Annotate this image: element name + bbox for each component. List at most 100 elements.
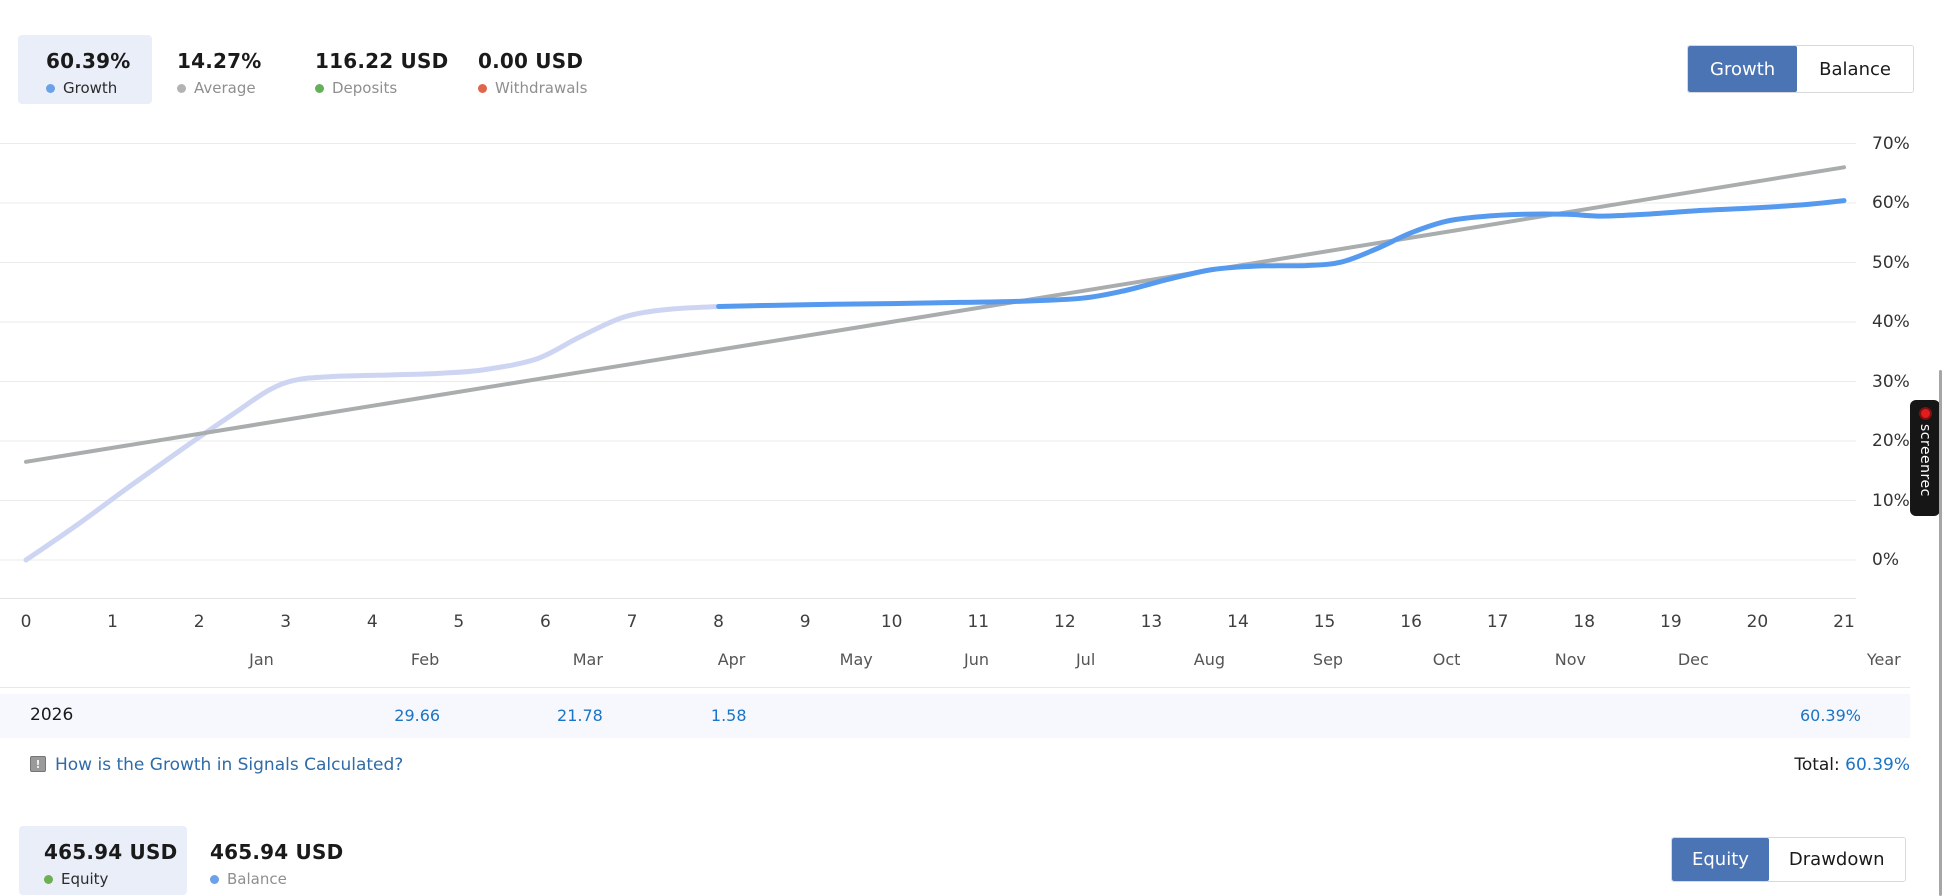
month-label: Feb	[410, 650, 440, 669]
stat-label-row: Withdrawals	[478, 79, 587, 97]
series-growth-previous-line	[23, 304, 722, 563]
stat-balance[interactable]: 465.94 USD Balance	[210, 826, 343, 895]
screenrec-badge[interactable]: screenrec	[1910, 400, 1940, 516]
info-icon: !	[30, 756, 46, 772]
series-growth-line	[716, 198, 1847, 309]
month-label: Aug	[1193, 650, 1226, 669]
x-axis-tick: 18	[1573, 612, 1596, 632]
balance-legend-dot-icon	[210, 874, 219, 884]
equity-tab[interactable]: Equity	[1672, 838, 1769, 881]
scrollbar-thumb[interactable]	[1939, 370, 1942, 896]
stat-average[interactable]: 14.27% Average	[177, 35, 262, 104]
equity-drawdown-toggle: Equity Drawdown	[1671, 837, 1906, 882]
withdrawals-legend-dot-icon	[478, 83, 487, 93]
x-axis-tick: 0	[20, 612, 32, 632]
stat-growth[interactable]: 60.39% Growth	[18, 35, 152, 104]
stat-value: 465.94 USD	[44, 840, 178, 864]
growth-tab[interactable]: Growth	[1688, 46, 1798, 92]
x-axis-tick: 7	[626, 612, 638, 632]
stat-label: Growth	[63, 79, 118, 97]
stat-label-row: Growth	[46, 79, 152, 97]
growth-help-link[interactable]: How is the Growth in Signals Calculated?	[55, 755, 404, 775]
x-axis-tick: 8	[713, 612, 724, 632]
month-label: Jun	[964, 650, 990, 669]
stat-label-row: Deposits	[315, 79, 448, 97]
total-row: Total: 60.39%	[1794, 755, 1910, 775]
x-axis-tick: 1	[107, 612, 118, 632]
stat-label: Equity	[61, 870, 109, 888]
month-label: Apr	[717, 650, 746, 669]
year-label: 2026	[30, 705, 74, 725]
month-label: Jul	[1075, 650, 1096, 669]
x-axis-tick: 14	[1227, 612, 1249, 632]
stat-value: 465.94 USD	[210, 840, 344, 864]
y-axis-label: 40%	[1872, 312, 1910, 332]
x-axis-tick: 21	[1833, 612, 1855, 632]
series-average-line	[24, 165, 1846, 464]
growth-balance-toggle: Growth Balance	[1687, 45, 1914, 93]
x-axis-tick: 17	[1486, 612, 1509, 632]
stat-label: Withdrawals	[495, 79, 588, 97]
month-label: Year	[1866, 650, 1901, 669]
monthly-growth-link[interactable]: 21.78	[557, 706, 603, 725]
y-axis-label: 70%	[1872, 133, 1910, 154]
stat-deposits[interactable]: 116.22 USD Deposits	[315, 35, 448, 104]
stat-withdrawals[interactable]: 0.00 USD Withdrawals	[478, 35, 587, 104]
x-axis-tick: 16	[1400, 612, 1422, 632]
screenrec-label: screenrec	[1917, 424, 1933, 497]
average-legend-dot-icon	[177, 83, 186, 93]
equity-legend-dot-icon	[44, 874, 53, 884]
stat-value: 116.22 USD	[315, 49, 449, 73]
stat-label: Deposits	[332, 79, 398, 97]
y-axis-label: 10%	[1872, 490, 1910, 511]
deposits-legend-dot-icon	[315, 83, 324, 93]
year-row: 2026 29.66 21.78 1.58 60.39%	[0, 694, 1910, 738]
stat-value: 0.00 USD	[478, 49, 584, 73]
stat-label: Average	[194, 79, 256, 97]
x-axis-tick: 13	[1140, 612, 1163, 632]
growth-legend-dot-icon	[46, 83, 55, 93]
table-divider	[0, 687, 1910, 688]
x-axis-tick: 11	[967, 612, 990, 632]
x-axis-tick: 5	[453, 612, 465, 632]
month-label: Nov	[1554, 650, 1587, 669]
stat-value: 14.27%	[177, 49, 262, 73]
monthly-growth-link[interactable]: 1.58	[710, 706, 747, 725]
month-label: May	[839, 650, 873, 669]
y-axis-label: 0%	[1872, 550, 1899, 570]
month-label: Mar	[572, 650, 603, 669]
record-icon	[1918, 407, 1932, 420]
growth-chart	[0, 143, 1856, 563]
x-axis-tick: 6	[539, 612, 551, 632]
x-axis-line	[0, 598, 1856, 599]
month-label: Oct	[1432, 650, 1461, 669]
balance-tab[interactable]: Balance	[1797, 46, 1913, 92]
x-axis-tick: 3	[280, 612, 292, 632]
y-axis-label: 20%	[1872, 431, 1910, 451]
stat-equity[interactable]: 465.94 USD Equity	[19, 826, 187, 895]
stat-label: Balance	[227, 870, 287, 888]
month-label: Jan	[249, 650, 274, 669]
y-axis-label: 30%	[1872, 371, 1910, 392]
month-label: Sep	[1312, 650, 1344, 669]
x-axis-tick: 19	[1660, 612, 1682, 632]
stat-label-row: Average	[177, 79, 262, 97]
x-axis-tick: 12	[1054, 612, 1076, 632]
x-axis-tick: 10	[880, 612, 903, 632]
month-label: Dec	[1677, 650, 1709, 669]
x-axis-tick: 15	[1313, 612, 1336, 632]
y-axis-label: 50%	[1872, 252, 1910, 273]
total-label: Total:	[1794, 755, 1840, 775]
stat-value: 60.39%	[46, 49, 131, 73]
stat-label-row: Balance	[210, 870, 343, 888]
x-axis-tick: 4	[366, 612, 378, 632]
x-axis-tick: 9	[799, 612, 811, 632]
drawdown-tab[interactable]: Drawdown	[1768, 838, 1905, 881]
stat-label-row: Equity	[44, 870, 187, 888]
year-total-value[interactable]: 60.39%	[1799, 706, 1861, 725]
x-axis-tick: 2	[193, 612, 205, 632]
y-axis-label: 60%	[1872, 193, 1910, 213]
total-value: 60.39%	[1845, 755, 1910, 775]
monthly-growth-link[interactable]: 29.66	[394, 706, 441, 725]
